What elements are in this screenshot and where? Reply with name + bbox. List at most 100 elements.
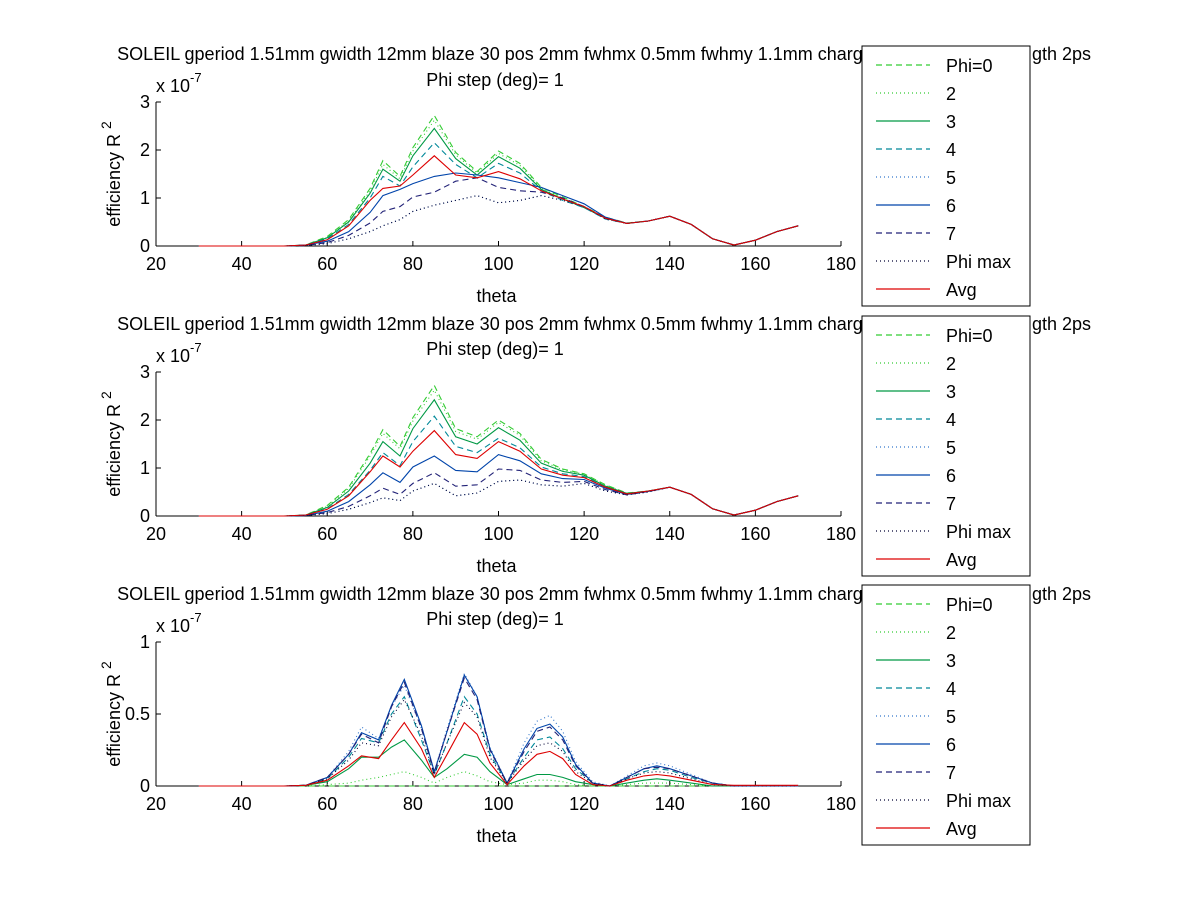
y-axis-label: efficiency R 2 (98, 661, 124, 767)
series-line-phi6 (198, 172, 799, 247)
legend: Phi=0 2 3 4 5 6 7 Phi max Avg (861, 45, 1031, 307)
y-tick-label: 0.5 (125, 704, 150, 724)
legend-label-phi2: 2 (946, 84, 956, 104)
legend-label-phi0: Phi=0 (946, 326, 993, 346)
series-line-phi6 (198, 453, 799, 517)
series-line-phi5 (198, 479, 799, 517)
legend-label-phi2: 2 (946, 623, 956, 643)
x-tick-label: 140 (655, 794, 685, 814)
series-line-phimax (198, 195, 799, 247)
series-line-phi7 (198, 676, 799, 787)
legend-label-phi7: 7 (946, 224, 956, 244)
legend-label-avg: Avg (946, 819, 977, 839)
x-tick-label: 60 (317, 794, 337, 814)
legend-label-phi7: 7 (946, 763, 956, 783)
y-tick-label: 2 (140, 410, 150, 430)
series-line-avg (198, 721, 799, 787)
chart-title-tail: gth 2ps (1032, 584, 1091, 604)
legend-label-phi4: 4 (946, 140, 956, 160)
legend-label-phi5: 5 (946, 707, 956, 727)
legend-label-phi6: 6 (946, 466, 956, 486)
y-tick-label: 3 (140, 362, 150, 382)
chart-panel-3: 20 40 60 80 100 120 140 160 180 0 0.5 1 x 10-7 theta e… (98, 584, 1091, 846)
legend-label-phi5: 5 (946, 438, 956, 458)
x-tick-label: 60 (317, 524, 337, 544)
legend-label-phimax: Phi max (946, 791, 1011, 811)
y-exponent-label: x 10-7 (156, 610, 202, 636)
x-tick-label: 40 (232, 794, 252, 814)
x-tick-label: 100 (483, 794, 513, 814)
legend-label-phi0: Phi=0 (946, 56, 993, 76)
x-tick-label: 80 (403, 524, 423, 544)
x-tick-label: 180 (826, 794, 856, 814)
legend-label-phi3: 3 (946, 382, 956, 402)
legend-label-phi4: 4 (946, 410, 956, 430)
chart-title-tail: gth 2ps (1032, 44, 1091, 64)
legend-label-phi3: 3 (946, 112, 956, 132)
x-tick-label: 80 (403, 254, 423, 274)
legend: Phi=0 2 3 4 5 6 7 Phi max Avg (861, 315, 1031, 577)
x-tick-label: 20 (146, 524, 166, 544)
legend-box (861, 315, 1031, 577)
legend-label-phi7: 7 (946, 494, 956, 514)
legend-label-phi0: Phi=0 (946, 595, 993, 615)
series-line-phi0 (198, 114, 799, 247)
series-line-phi4 (198, 141, 799, 247)
y-exponent-label: x 10-7 (156, 70, 202, 96)
y-axis-label: efficiency R 2 (98, 121, 124, 227)
x-tick-label: 120 (569, 794, 599, 814)
chart-title-tail: gth 2ps (1032, 314, 1091, 334)
y-tick-label: 0 (140, 506, 150, 526)
y-tick-label: 0 (140, 236, 150, 256)
chart-title: SOLEIL gperiod 1.51mm gwidth 12mm blaze … (117, 314, 873, 334)
x-tick-label: 140 (655, 254, 685, 274)
chart-subtitle: Phi step (deg)= 1 (426, 609, 564, 629)
x-tick-label: 140 (655, 524, 685, 544)
series-line-phi3 (198, 127, 799, 247)
x-tick-label: 40 (232, 254, 252, 274)
y-axis-label: efficiency R 2 (98, 391, 124, 497)
series-line-phi3 (198, 739, 799, 787)
series-line-phi5 (198, 195, 799, 247)
x-axis-label: theta (476, 286, 517, 306)
x-tick-label: 40 (232, 524, 252, 544)
chart-title: SOLEIL gperiod 1.51mm gwidth 12mm blaze … (117, 44, 873, 64)
legend-box (861, 45, 1031, 307)
chart-subtitle: Phi step (deg)= 1 (426, 339, 564, 359)
legend-label-phimax: Phi max (946, 522, 1011, 542)
chart-panel-1: 20 40 60 80 100 120 140 160 180 0 1 2 3 x 10-7 theta ef… (98, 44, 1091, 307)
legend-label-phi4: 4 (946, 679, 956, 699)
x-axis-label: theta (476, 826, 517, 846)
series-line-phi2 (198, 771, 799, 787)
legend-label-avg: Avg (946, 550, 977, 570)
legend-label-avg: Avg (946, 280, 977, 300)
series-line-phimax (198, 698, 799, 787)
x-tick-label: 120 (569, 524, 599, 544)
series-line-avg (198, 155, 799, 247)
series-line-avg (198, 429, 799, 517)
series-line-phi2 (198, 389, 799, 517)
series-line-phi7 (198, 468, 799, 517)
x-tick-label: 180 (826, 524, 856, 544)
x-tick-label: 160 (740, 794, 770, 814)
chart-subtitle: Phi step (deg)= 1 (426, 70, 564, 90)
chart-title: SOLEIL gperiod 1.51mm gwidth 12mm blaze … (117, 584, 873, 604)
x-tick-label: 100 (483, 254, 513, 274)
x-tick-label: 160 (740, 254, 770, 274)
y-tick-label: 2 (140, 140, 150, 160)
x-tick-label: 160 (740, 524, 770, 544)
series-line-phi4 (198, 415, 799, 517)
x-tick-label: 20 (146, 254, 166, 274)
y-tick-label: 3 (140, 92, 150, 112)
y-tick-label: 1 (140, 458, 150, 478)
legend-label-phi5: 5 (946, 168, 956, 188)
x-tick-label: 100 (483, 524, 513, 544)
series-group (198, 672, 799, 787)
y-tick-label: 0 (140, 776, 150, 796)
x-tick-label: 120 (569, 254, 599, 274)
series-line-phi4 (198, 695, 799, 787)
legend-label-phi2: 2 (946, 354, 956, 374)
legend: Phi=0 2 3 4 5 6 7 Phi max Avg (861, 584, 1031, 846)
legend-label-phimax: Phi max (946, 252, 1011, 272)
